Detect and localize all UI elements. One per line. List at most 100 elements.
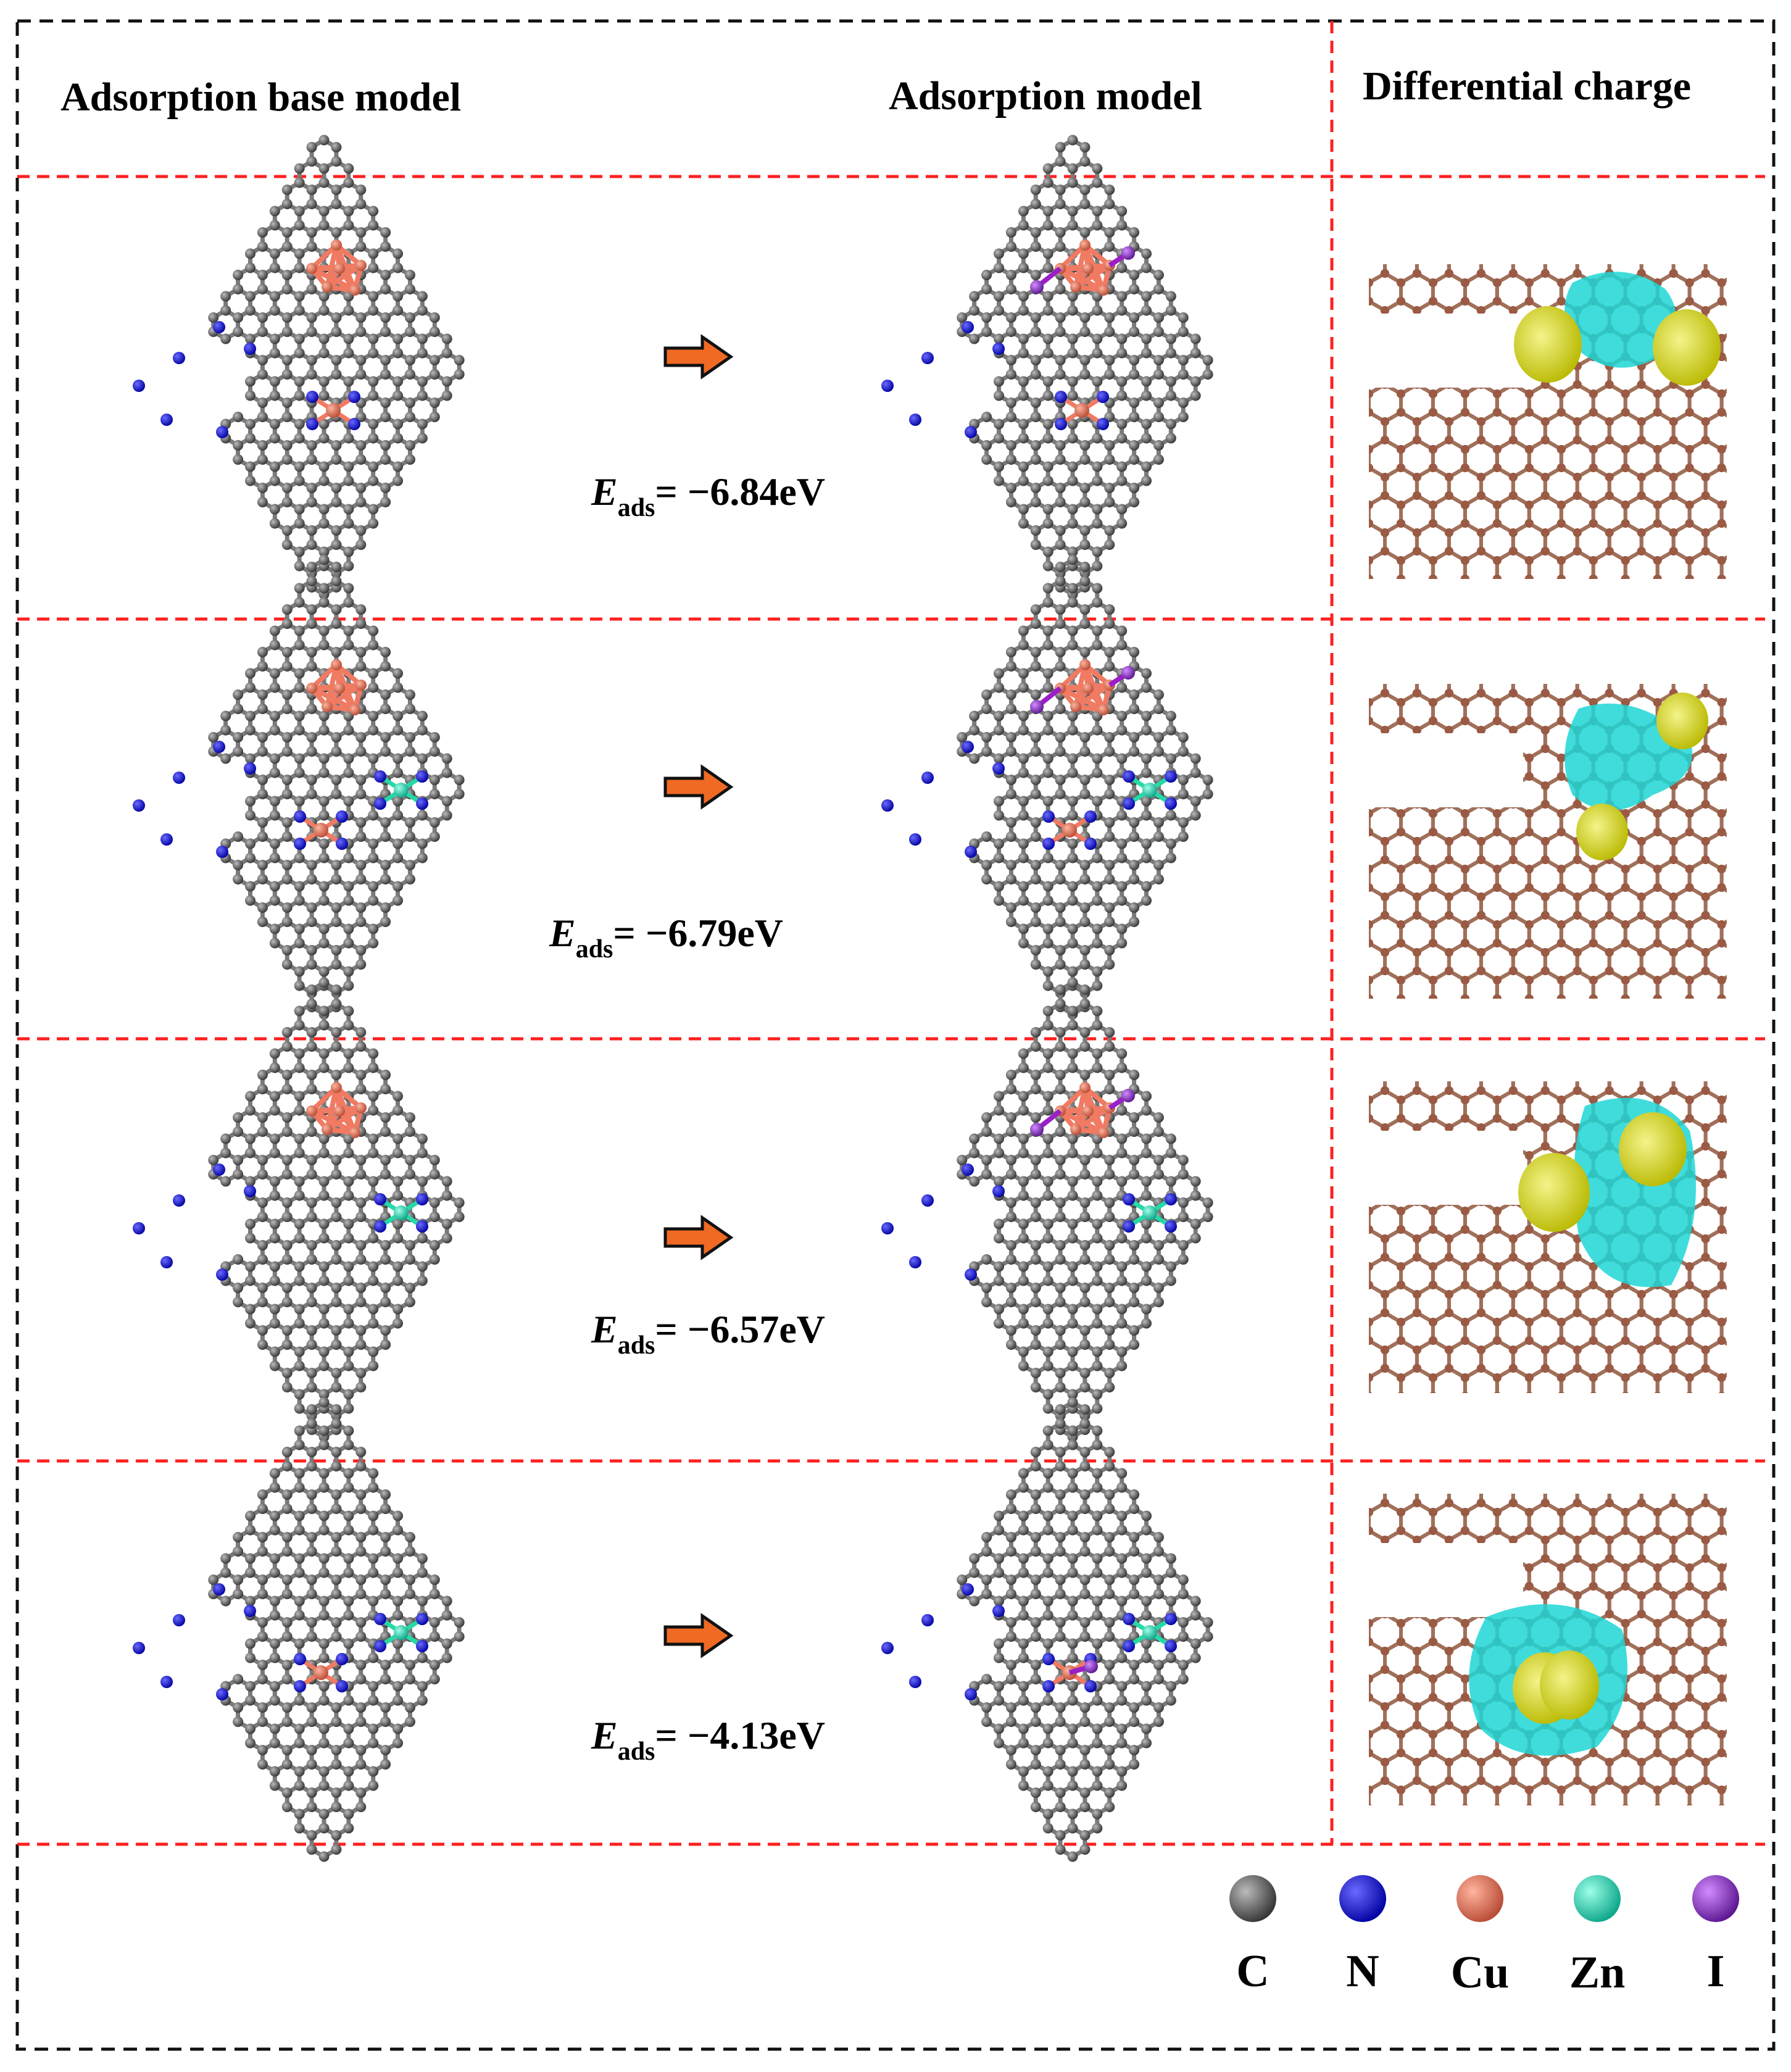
carbon-atom [318,1233,330,1244]
carbon-atom [294,1091,305,1102]
carbon-atom [1141,248,1152,259]
carbon-atom [1030,1169,1041,1180]
carbon-atom [404,1660,415,1670]
carbon-atom [1030,732,1041,743]
carbon-atom [404,1254,415,1265]
carbon-atom [269,1048,280,1059]
carbon-atom [281,1126,293,1137]
carbon-atom [417,1596,428,1607]
carbon-atom [281,1802,293,1812]
carbon-atom [1104,1504,1115,1514]
carbon-atom [318,333,330,344]
carbon-atom [393,1681,404,1692]
carbon-atom [981,1589,992,1599]
carbon-atom [318,305,330,316]
carbon-atom [981,1112,992,1123]
carbon-atom [368,1133,379,1144]
carbon-atom [1067,895,1078,906]
carbon-atom [1067,163,1078,174]
carbon-atom [1129,917,1140,927]
carbon-atom [1067,1638,1078,1649]
carbon-atom [355,1368,367,1378]
carbon-atom [393,418,404,430]
carbon-atom [220,1553,231,1564]
carbon-atom [281,1461,293,1471]
carbon-atom [294,923,305,934]
carbon-atom [969,1147,980,1159]
carbon-atom [331,1325,342,1336]
carbon-atom [1005,1759,1016,1770]
carbon-atom [1129,860,1140,870]
carbon-atom [1141,1105,1152,1116]
carbon-atom [1104,1084,1115,1094]
carbon-atom [1042,1275,1053,1286]
carbon-atom [281,1759,293,1770]
carbon-atom [404,369,415,380]
carbon-atom [1092,1403,1103,1414]
carbon-atom [1030,483,1041,493]
carbon-atom [1178,1155,1189,1165]
carbon-atom [1067,1261,1078,1272]
carbon-atom [244,1304,256,1315]
carbon-atom [318,1048,330,1059]
carbon-atom [1104,1546,1115,1557]
carbon-atom [331,1283,342,1293]
carbon-atom [1018,376,1029,387]
carbon-atom [441,1190,452,1201]
carbon-atom [1055,185,1066,195]
carbon-atom [1042,923,1053,934]
carbon-atom [1092,560,1103,572]
carbon-atom [1067,852,1078,863]
carbon-atom [269,1468,280,1479]
carbon-atom [1079,1702,1091,1713]
carbon-atom [368,881,379,892]
carbon-atom [981,732,992,743]
carbon-atom [969,725,980,736]
carbon-atom [380,689,391,700]
carbon-atom [1018,1091,1029,1102]
carbon-atom [281,227,293,238]
carbon-atom [294,418,305,430]
carbon-atom [343,1048,354,1059]
carbon-atom [281,483,293,493]
carbon-atom [343,1261,354,1272]
carbon-atom [1116,881,1128,892]
carbon-atom [294,1147,305,1159]
carbon-atom [1018,1652,1029,1663]
carbon-atom [380,369,391,380]
carbon-atom [1067,461,1078,472]
carbon-atom [1092,1304,1103,1315]
carbon-atom [294,1610,305,1621]
carbon-atom [441,753,452,764]
carbon-atom [368,475,379,486]
carbon-atom [294,1425,305,1436]
carbon-atom [1092,1360,1103,1371]
carbon-atom [1116,1695,1128,1706]
carbon-atom [1141,1133,1152,1144]
carbon-atom [1018,461,1029,472]
carbon-atom [257,689,268,700]
carbon-atom [257,227,268,238]
carbon-atom [1129,397,1140,408]
carbon-atom [1042,1062,1053,1073]
carbon-atom [294,1695,305,1706]
copper-atom [1062,823,1077,838]
carbon-atom [1055,312,1066,323]
carbon-atom [318,583,330,594]
carbon-atom [318,1766,330,1777]
carbon-atom [306,1197,317,1208]
copper-atom [1079,1082,1091,1093]
carbon-atom [1030,454,1041,465]
carbon-atom [1153,1532,1164,1542]
carbon-atom [1104,1027,1115,1038]
differential-charge-panels [1369,264,1727,1805]
carbon-atom [244,1737,256,1749]
carbon-atom [1104,1212,1115,1222]
carbon-atom [306,369,317,380]
carbon-atom [1067,1190,1078,1201]
carbon-atom [306,1716,317,1727]
carbon-atom [1079,1041,1091,1052]
carbon-atom [269,390,280,401]
carbon-atom [1005,497,1016,507]
carbon-atom [318,1304,330,1315]
